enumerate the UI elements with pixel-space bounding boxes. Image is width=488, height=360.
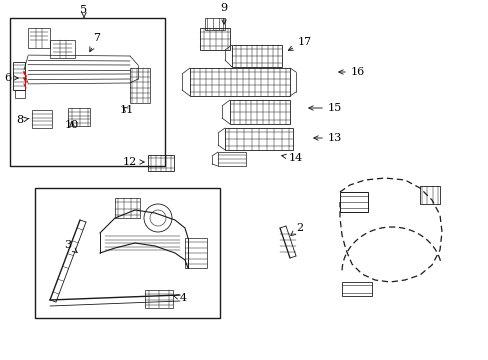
Bar — [15, 90, 25, 98]
Text: 3: 3 — [64, 240, 77, 253]
Bar — [218, 152, 245, 166]
Bar — [231, 45, 282, 67]
Text: 7: 7 — [90, 33, 101, 51]
Bar — [13, 62, 25, 90]
Bar — [341, 282, 371, 296]
Text: 8: 8 — [17, 115, 29, 125]
Bar — [229, 100, 289, 124]
Bar — [68, 108, 90, 126]
Text: 5: 5 — [80, 5, 87, 18]
Text: 11: 11 — [120, 105, 134, 115]
Bar — [50, 40, 75, 58]
Bar — [32, 110, 52, 128]
Bar — [115, 198, 140, 218]
Bar — [200, 28, 229, 50]
Bar — [130, 68, 150, 103]
Bar — [419, 186, 439, 204]
Bar — [145, 290, 173, 308]
Text: 15: 15 — [308, 103, 342, 113]
Text: 12: 12 — [122, 157, 144, 167]
Text: 9: 9 — [220, 3, 227, 24]
Text: 4: 4 — [173, 293, 186, 303]
Text: 16: 16 — [338, 67, 365, 77]
Bar — [184, 238, 206, 268]
Text: 2: 2 — [290, 223, 303, 235]
Bar — [10, 18, 164, 166]
Bar — [224, 128, 292, 150]
Bar — [28, 28, 50, 48]
Text: 6: 6 — [4, 73, 18, 83]
Text: 17: 17 — [288, 37, 311, 50]
Bar — [35, 188, 220, 318]
Bar — [190, 68, 289, 96]
Text: 13: 13 — [313, 133, 342, 143]
Bar — [204, 18, 224, 30]
Bar — [339, 192, 367, 212]
Text: 10: 10 — [65, 120, 79, 130]
Text: 14: 14 — [281, 153, 303, 163]
Bar — [148, 155, 174, 171]
